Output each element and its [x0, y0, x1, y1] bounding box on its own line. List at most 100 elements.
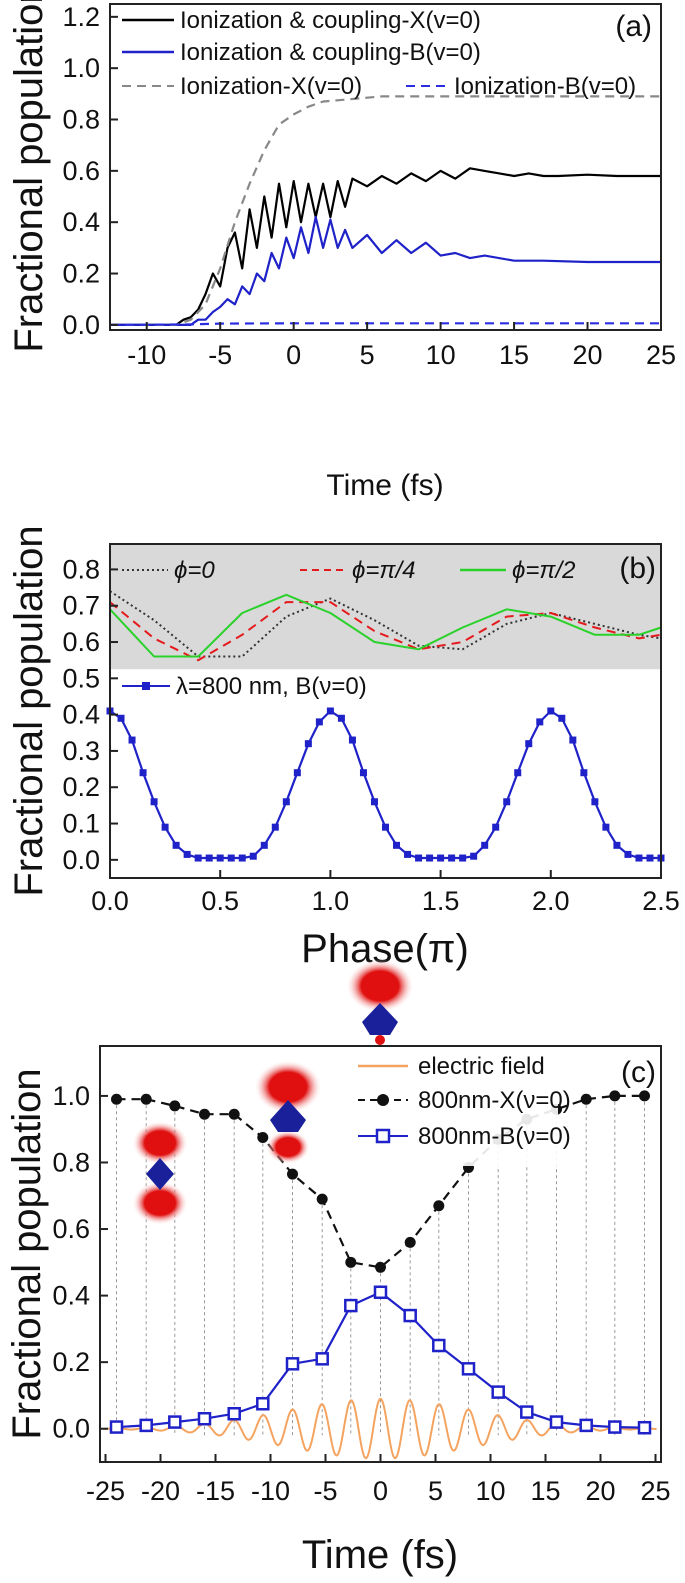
panel-b-ytick-label: 0.6 [62, 627, 100, 657]
panel-c-xtick-label: 15 [530, 1476, 560, 1506]
panel-a-xtick-label: 5 [360, 340, 375, 370]
panel-c-series-1-point [257, 1132, 269, 1144]
panel-b-series-0-point [492, 823, 500, 831]
panel-c-series-0-field [103, 1397, 657, 1460]
panel-a-ytick-label: 0.0 [62, 310, 100, 340]
panel-c-xlabel: Time (fs) [302, 1533, 458, 1577]
panel-b: 0.0 0.5 1.0 1.5 2.0 2.5 0.0 0.1 0.2 0.3 0.4 0.5 0.6 0… [7, 525, 680, 971]
legend-a-label-1: Ionization & coupling-B(v=0) [180, 39, 481, 66]
panel-b-ytick-label: 0.5 [62, 663, 100, 693]
panel-c-series-1-point [609, 1090, 621, 1102]
panel-b-series-0-point [315, 718, 323, 726]
panel-b-ylabel: Fractional population [7, 525, 51, 896]
legend-c-label-0: electric field [418, 1053, 545, 1080]
panel-c-series-1-point [169, 1100, 181, 1112]
panel-b-ytick-label: 0.7 [62, 591, 100, 621]
panel-c-ytick-label: 0.2 [52, 1347, 90, 1377]
legend-b-label-1: ϕ=π/4 [352, 557, 415, 584]
panel-c-series-1-point [345, 1256, 357, 1268]
panel-a-xtick-label: 10 [426, 340, 456, 370]
panel-b-xtick-label: 2.0 [532, 886, 570, 916]
panel-b-series-0-point [547, 707, 555, 715]
panel-a-xlabel: Time (fs) [326, 469, 443, 502]
panel-b-series-0-point [591, 798, 599, 806]
panel-b-ytick-label: 0.3 [62, 736, 100, 766]
panel-a-ytick-label: 0.6 [62, 156, 100, 186]
legend-a-label-2: Ionization-X(v=0) [180, 73, 362, 100]
panel-b-series-0-point [635, 854, 643, 862]
panel-b-xtick-label: 0.0 [91, 886, 129, 916]
panel-a-ytick-label: 0.2 [62, 259, 100, 289]
panel-a-series-3-line [109, 322, 661, 326]
panel-c-series-2-point [403, 1308, 417, 1323]
panel-b-inset-series-0 [109, 590, 662, 658]
panel-b-xtick-label: 1.5 [422, 886, 460, 916]
panel-b-series-0-point [117, 714, 125, 722]
panel-c-xtick-label: 20 [585, 1476, 615, 1506]
panel-b-series-0-point [304, 740, 312, 748]
panel-c-tag: (c) [621, 1056, 656, 1089]
panel-a-xtick-label: 15 [499, 340, 529, 370]
panel-b-tag: (b) [619, 552, 656, 585]
panel-c-series-2-point [461, 1362, 476, 1376]
panel-b-series-0-point [293, 769, 301, 777]
panel-a-xtick-label: 20 [573, 340, 603, 370]
panel-c-series-1-point [433, 1200, 445, 1212]
legend-b-label-2: ϕ=π/2 [512, 557, 575, 584]
panel-c-series-2-point [549, 1415, 564, 1429]
panel-c-ytick-label: 0.4 [52, 1281, 90, 1311]
orbital-image-3 [346, 959, 414, 1045]
panel-b-series-0-point [481, 841, 489, 849]
panel-c-series-2-point [520, 1405, 534, 1419]
panel-c-xtick-label: 0 [373, 1476, 388, 1506]
panel-c-xtick-label: -15 [196, 1476, 235, 1506]
panel-a-frame [109, 3, 662, 331]
panel-b-series-0-point [194, 854, 202, 862]
panel-b-series-0-point [514, 769, 522, 777]
panel-a-xtick-label: -5 [208, 340, 232, 370]
panel-a-series-1-line [110, 216, 661, 326]
panel-c-series-1-point [375, 1261, 386, 1273]
panel-b-series-0-point [624, 850, 632, 858]
panel-a-series-0-line [110, 167, 661, 326]
panel-a-tag: (a) [615, 10, 652, 43]
panel-b-series-0-point [216, 854, 224, 862]
panel-c-series-2-point [139, 1418, 153, 1433]
panel-b-series-0-point [503, 798, 511, 806]
panel-b-series-0-point [150, 798, 158, 806]
panel-c-xtick-label: -20 [141, 1476, 180, 1506]
panel-c-xtick-label: -5 [313, 1476, 337, 1506]
panel-c-series-1-point [287, 1168, 298, 1180]
legend-c-marker-1 [377, 1094, 389, 1106]
panel-b-series-0-point [326, 707, 334, 715]
panel-c-series-2-point [168, 1415, 182, 1429]
panel-b-series-0-point [470, 852, 478, 860]
panel-b-series-0-point [172, 841, 180, 849]
legend-b-marker-3 [142, 682, 150, 690]
panel-c-series-1-point [199, 1108, 210, 1120]
panel-c-ylabel: Fractional population [5, 1068, 49, 1439]
panel-b-series-0-point [393, 841, 401, 849]
panel-b-series-0-point [348, 736, 356, 744]
legend-c-marker-2 [375, 1128, 391, 1144]
panel-c-series-2-point [579, 1418, 593, 1433]
panel-b-ytick-label: 0.0 [62, 845, 100, 875]
panel-b-series-0-point [260, 841, 268, 849]
panel-b-series-0-point [271, 823, 279, 831]
panel-b-series-0-point [382, 823, 389, 831]
panel-b-frame [109, 543, 662, 879]
panel-c-series-2-point [637, 1420, 652, 1435]
panel-c-series-1-point [111, 1093, 122, 1105]
panel-c-ytick-label: 0.6 [52, 1214, 90, 1244]
legend-a-label-0: Ionization & coupling-X(v=0) [180, 7, 481, 34]
panel-c-series-1-point [639, 1090, 650, 1102]
panel-b-series-0-point [183, 850, 191, 858]
panel-c-xtick-label: 10 [475, 1476, 505, 1506]
panel-b-series-0-point [569, 736, 577, 744]
panel-c-series-1-point [140, 1093, 152, 1105]
panel-c-series-2-point [197, 1411, 212, 1426]
panel-b-series-0-point [205, 854, 213, 862]
panel-b-series-0-point [227, 854, 235, 862]
panel-a-xtick-label: 25 [646, 340, 676, 370]
